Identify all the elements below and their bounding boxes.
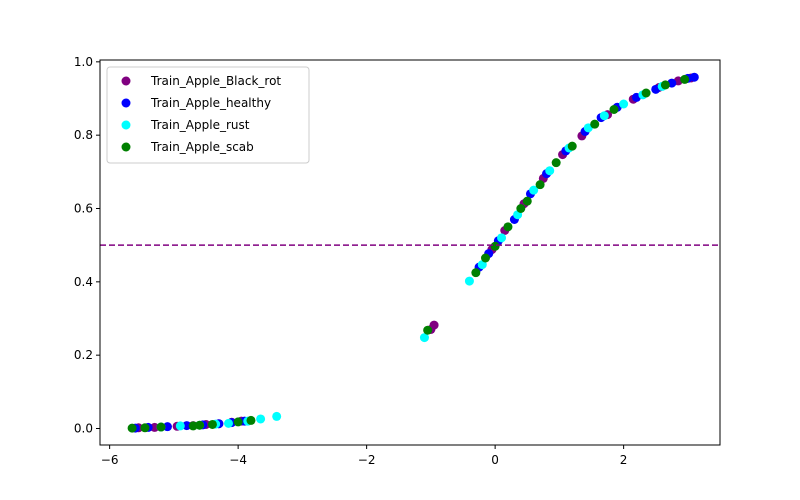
data-point [480, 253, 490, 263]
data-point [195, 420, 205, 430]
data-point [497, 233, 507, 243]
data-point [224, 418, 233, 428]
data-point [503, 222, 513, 232]
data-point [529, 185, 539, 195]
y-tick-label: 0.8 [74, 128, 93, 142]
data-point [127, 423, 137, 433]
y-tick-label: 0.6 [74, 202, 93, 216]
y-tick-label: 1.0 [74, 55, 93, 69]
data-point [207, 419, 217, 429]
data-point [471, 268, 481, 278]
data-point [516, 204, 526, 213]
data-point [545, 166, 555, 176]
data-point [156, 422, 166, 432]
data-point [419, 333, 429, 343]
plot-area [127, 72, 699, 433]
data-point [464, 276, 474, 286]
y-axis: 0.0 0.2 0.4 0.6 0.8 1.0 [74, 55, 100, 436]
data-point [175, 421, 185, 431]
data-point [641, 88, 651, 98]
data-point [609, 105, 619, 114]
data-point [490, 241, 500, 251]
x-axis: −6 −4 −2 0 2 [101, 445, 628, 467]
data-point [590, 119, 600, 129]
data-point [246, 415, 256, 425]
data-point [423, 325, 433, 335]
data-point [140, 423, 150, 433]
plot-frame [99, 59, 721, 446]
legend-label: Train_Apple_Black_rot [150, 74, 281, 88]
data-point [272, 411, 282, 421]
legend: Train_Apple_Black_rot Train_Apple_healthy… [106, 66, 310, 164]
x-tick-label: 0 [491, 453, 499, 467]
legend-label: Train_Apple_rust [150, 118, 250, 132]
data-point [522, 196, 532, 206]
data-point [233, 417, 243, 427]
data-point [599, 111, 609, 121]
data-point [535, 180, 545, 190]
data-point [660, 80, 670, 90]
data-point [551, 158, 561, 168]
y-tick-label: 0.0 [74, 422, 93, 436]
data-point [689, 72, 699, 82]
legend-label: Train_Apple_healthy [150, 96, 271, 110]
data-point [182, 421, 192, 431]
x-tick-label: −6 [101, 453, 119, 467]
series-Train_Apple_scab [127, 74, 690, 433]
legend-marker [121, 142, 131, 152]
data-point [162, 422, 172, 432]
data-point [150, 422, 160, 432]
legend-marker [121, 120, 131, 130]
y-tick-label: 0.2 [74, 348, 93, 362]
data-point [256, 414, 266, 424]
legend-marker [121, 98, 131, 108]
data-point [619, 99, 629, 109]
x-tick-label: −2 [358, 453, 376, 467]
data-point [567, 141, 577, 151]
legend-label: Train_Apple_scab [150, 140, 254, 154]
legend-box [106, 66, 310, 164]
y-tick-label: 0.4 [74, 275, 93, 289]
data-point [680, 74, 690, 84]
legend-marker [121, 76, 131, 86]
x-tick-label: 2 [620, 453, 628, 467]
x-tick-label: −4 [229, 453, 247, 467]
